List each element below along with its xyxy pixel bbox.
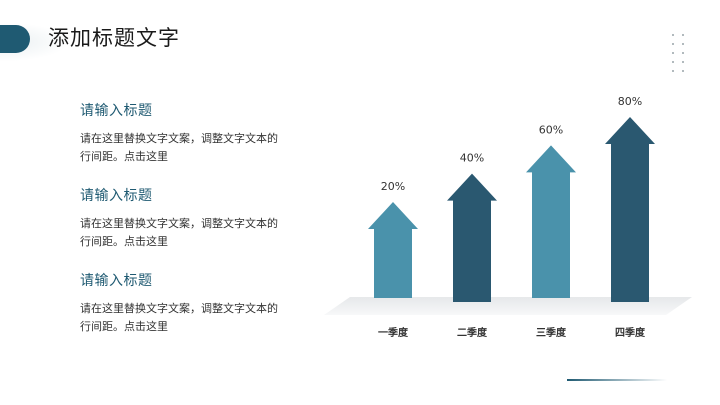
text-block-line: 请在这里替换文字文案，调整文字文本的 bbox=[80, 217, 278, 230]
labels-layer: 20% 40% 60% 80% bbox=[381, 95, 642, 193]
arrow-bar-chart: 20% 40% 60% 80% 一季度 二季度 三季度 四季度 bbox=[324, 95, 692, 339]
bar-arrow-4 bbox=[605, 117, 655, 302]
bar-arrow-2 bbox=[447, 173, 497, 302]
bar-arrow-3 bbox=[526, 145, 576, 298]
text-block-line: 请在这里替换文字文案，调整文字文本的 bbox=[80, 302, 278, 315]
category-label-1: 一季度 bbox=[378, 326, 409, 339]
slide-title[interactable]: 添加标题文字 bbox=[48, 26, 180, 50]
text-block-heading[interactable]: 请输入标题 bbox=[80, 273, 153, 289]
data-label-2: 40% bbox=[460, 152, 484, 165]
category-label-4: 四季度 bbox=[615, 326, 646, 339]
data-label-4: 80% bbox=[618, 95, 642, 108]
title-accent-tab bbox=[0, 25, 30, 53]
text-block-2: 请输入标题 请在这里替换文字文案，调整文字文本的 行间距。点击这里 bbox=[80, 185, 310, 251]
text-block-line: 行间距。点击这里 bbox=[80, 150, 168, 163]
chart-floor bbox=[324, 297, 692, 315]
text-block-heading[interactable]: 请输入标题 bbox=[80, 103, 153, 119]
category-label-3: 三季度 bbox=[536, 326, 567, 339]
text-block-body[interactable]: 请在这里替换文字文案，调整文字文本的 行间距。点击这里 bbox=[80, 215, 310, 251]
text-block-line: 请在这里替换文字文案，调整文字文本的 bbox=[80, 132, 278, 145]
text-block-body[interactable]: 请在这里替换文字文案，调整文字文本的 行间距。点击这里 bbox=[80, 130, 310, 166]
text-block-3: 请输入标题 请在这里替换文字文案，调整文字文本的 行间距。点击这里 bbox=[80, 270, 310, 336]
text-block-line: 行间距。点击这里 bbox=[80, 235, 168, 248]
bottom-accent-line bbox=[567, 379, 667, 381]
data-label-3: 60% bbox=[539, 123, 563, 136]
dot-grid-decoration bbox=[672, 34, 686, 74]
data-label-1: 20% bbox=[381, 180, 405, 193]
text-block-body[interactable]: 请在这里替换文字文案，调整文字文本的 行间距。点击这里 bbox=[80, 300, 310, 336]
text-block-line: 行间距。点击这里 bbox=[80, 320, 168, 333]
text-block-1: 请输入标题 请在这里替换文字文案，调整文字文本的 行间距。点击这里 bbox=[80, 100, 310, 166]
text-block-heading[interactable]: 请输入标题 bbox=[80, 188, 153, 204]
categories-layer: 一季度 二季度 三季度 四季度 bbox=[378, 326, 646, 339]
category-label-2: 二季度 bbox=[457, 326, 488, 339]
bars-layer bbox=[368, 117, 655, 302]
bar-arrow-1 bbox=[368, 202, 418, 298]
